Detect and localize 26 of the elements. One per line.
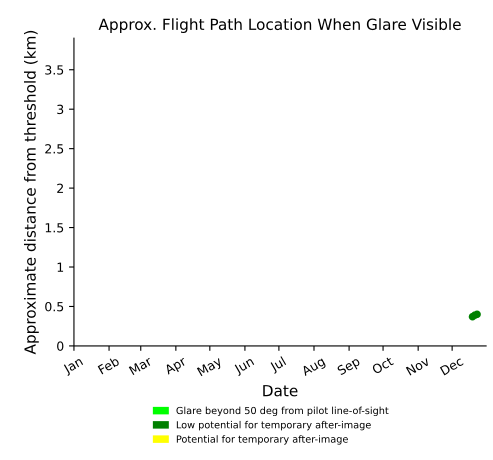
x-tick-label: Jan xyxy=(62,356,84,376)
x-tick-label: Sep xyxy=(336,356,362,378)
x-tick-label: May xyxy=(196,356,224,378)
x-tick-label: Dec xyxy=(440,356,464,376)
y-axis-title: Approximate distance from threshold (km) xyxy=(24,30,39,354)
y-tick-label: 2.5 xyxy=(45,144,64,154)
x-tick-label: Oct xyxy=(371,356,394,374)
x-tick-label: Aug xyxy=(300,356,327,378)
x-tick-label: Jun xyxy=(233,356,256,376)
chart-title: Approx. Flight Path Location When Glare Visible xyxy=(98,18,461,34)
y-tick-label: 2 xyxy=(57,184,63,193)
y-tick-label: 3 xyxy=(57,104,64,114)
legend-label: Glare beyond 50 deg from pilot line-of-sight xyxy=(176,406,389,416)
x-tick-label: Feb xyxy=(98,356,120,374)
x-tick-label: Apr xyxy=(164,356,188,377)
x-tick-label: Mar xyxy=(128,356,153,376)
y-tick-label: 0.5 xyxy=(45,302,64,312)
y-tick-label: 0 xyxy=(57,341,64,351)
x-tick-label: Jul xyxy=(268,356,288,374)
y-tick-label: 1.5 xyxy=(46,223,64,232)
x-tick-label: Nov xyxy=(406,356,430,376)
legend-label: Low potential for temporary after-image xyxy=(176,420,371,430)
y-tick-label: 1 xyxy=(58,262,64,272)
y-tick-label: 3.5 xyxy=(45,65,64,75)
legend-label: Potential for temporary after-image xyxy=(176,435,348,445)
x-axis-title: Date xyxy=(263,385,298,396)
